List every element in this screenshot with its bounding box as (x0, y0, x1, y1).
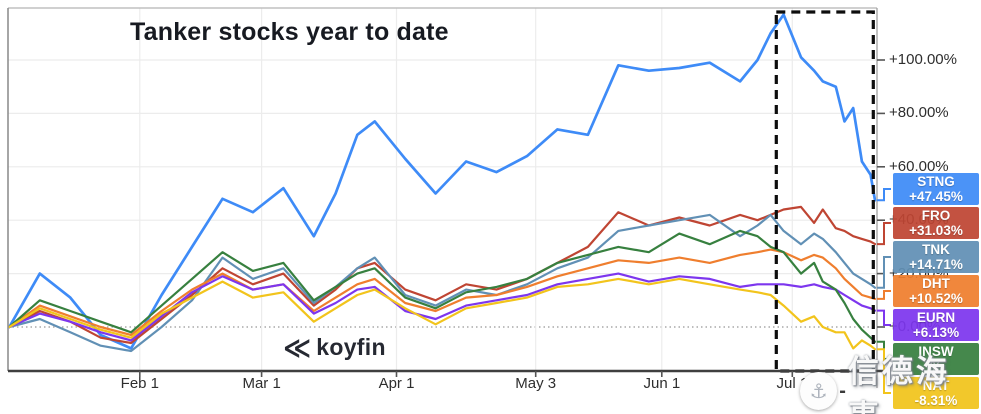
series-line-stng (7, 13, 877, 350)
ship-logo-icon: ⚓ (800, 372, 838, 410)
legend-item-dht[interactable]: DHT +10.52% (893, 275, 979, 307)
koyfin-label: koyfin (316, 334, 386, 360)
legend-item-fro[interactable]: FRO +31.03% (893, 207, 979, 239)
x-axis-label: Jun 1 (643, 375, 681, 392)
x-axis-label: May 3 (515, 375, 557, 392)
series-line-fro (8, 205, 877, 345)
legend-change: +6.13% (912, 325, 960, 340)
cn-watermark-text: 信德海事 (847, 354, 950, 414)
legend-ticker: INSW (918, 344, 954, 359)
legend-change: -8.31% (914, 393, 958, 408)
legend-item-tnk[interactable]: TNK +14.71% (893, 241, 979, 273)
page-title: Tanker stocks year to date (130, 18, 449, 46)
legend-ticker: EURN (916, 310, 956, 325)
legend-change: % (929, 359, 942, 374)
watermark-dash: - (839, 379, 846, 402)
series-line-dht (8, 248, 877, 337)
legend-ticker: DHT (922, 276, 950, 291)
series-line-eurn (8, 272, 877, 342)
y-axis-label: +100.00% (889, 51, 957, 68)
legend-ticker: STNG (917, 174, 955, 189)
series-line-tnk (8, 213, 877, 353)
koyfin-logo-icon: ≪ (283, 332, 312, 363)
koyfin-watermark: ≪ koyfin (283, 334, 386, 361)
legend-ticker: FRO (921, 208, 951, 223)
highlight-box (774, 10, 875, 373)
cn-watermark: ⚓ - 信德海事 (800, 346, 981, 414)
y-axis-label: +80.00% (889, 104, 949, 122)
legend-item-nat[interactable]: NAT -8.31% (893, 377, 979, 409)
x-axis-label: Apr 1 (378, 375, 415, 392)
legend-item-insw[interactable]: INSW % (893, 343, 979, 375)
legend-change: +10.52% (909, 291, 963, 306)
x-axis-label: Mar 1 (242, 375, 281, 392)
y-axis-label: +60.00% (889, 157, 949, 175)
legend-ticker: NAT (922, 378, 950, 393)
legend-change: +47.45% (909, 189, 963, 204)
series-line-insw (8, 229, 877, 343)
x-axis-label: Feb 1 (120, 375, 160, 392)
legend-change: +14.71% (909, 257, 963, 272)
legend-change: +31.03% (909, 223, 963, 238)
legend-item-eurn[interactable]: EURN +6.13% (893, 309, 979, 341)
legend-ticker: TNK (922, 242, 950, 257)
legend-item-stng[interactable]: STNG +47.45% (893, 173, 979, 205)
series-line-nat (8, 277, 877, 351)
